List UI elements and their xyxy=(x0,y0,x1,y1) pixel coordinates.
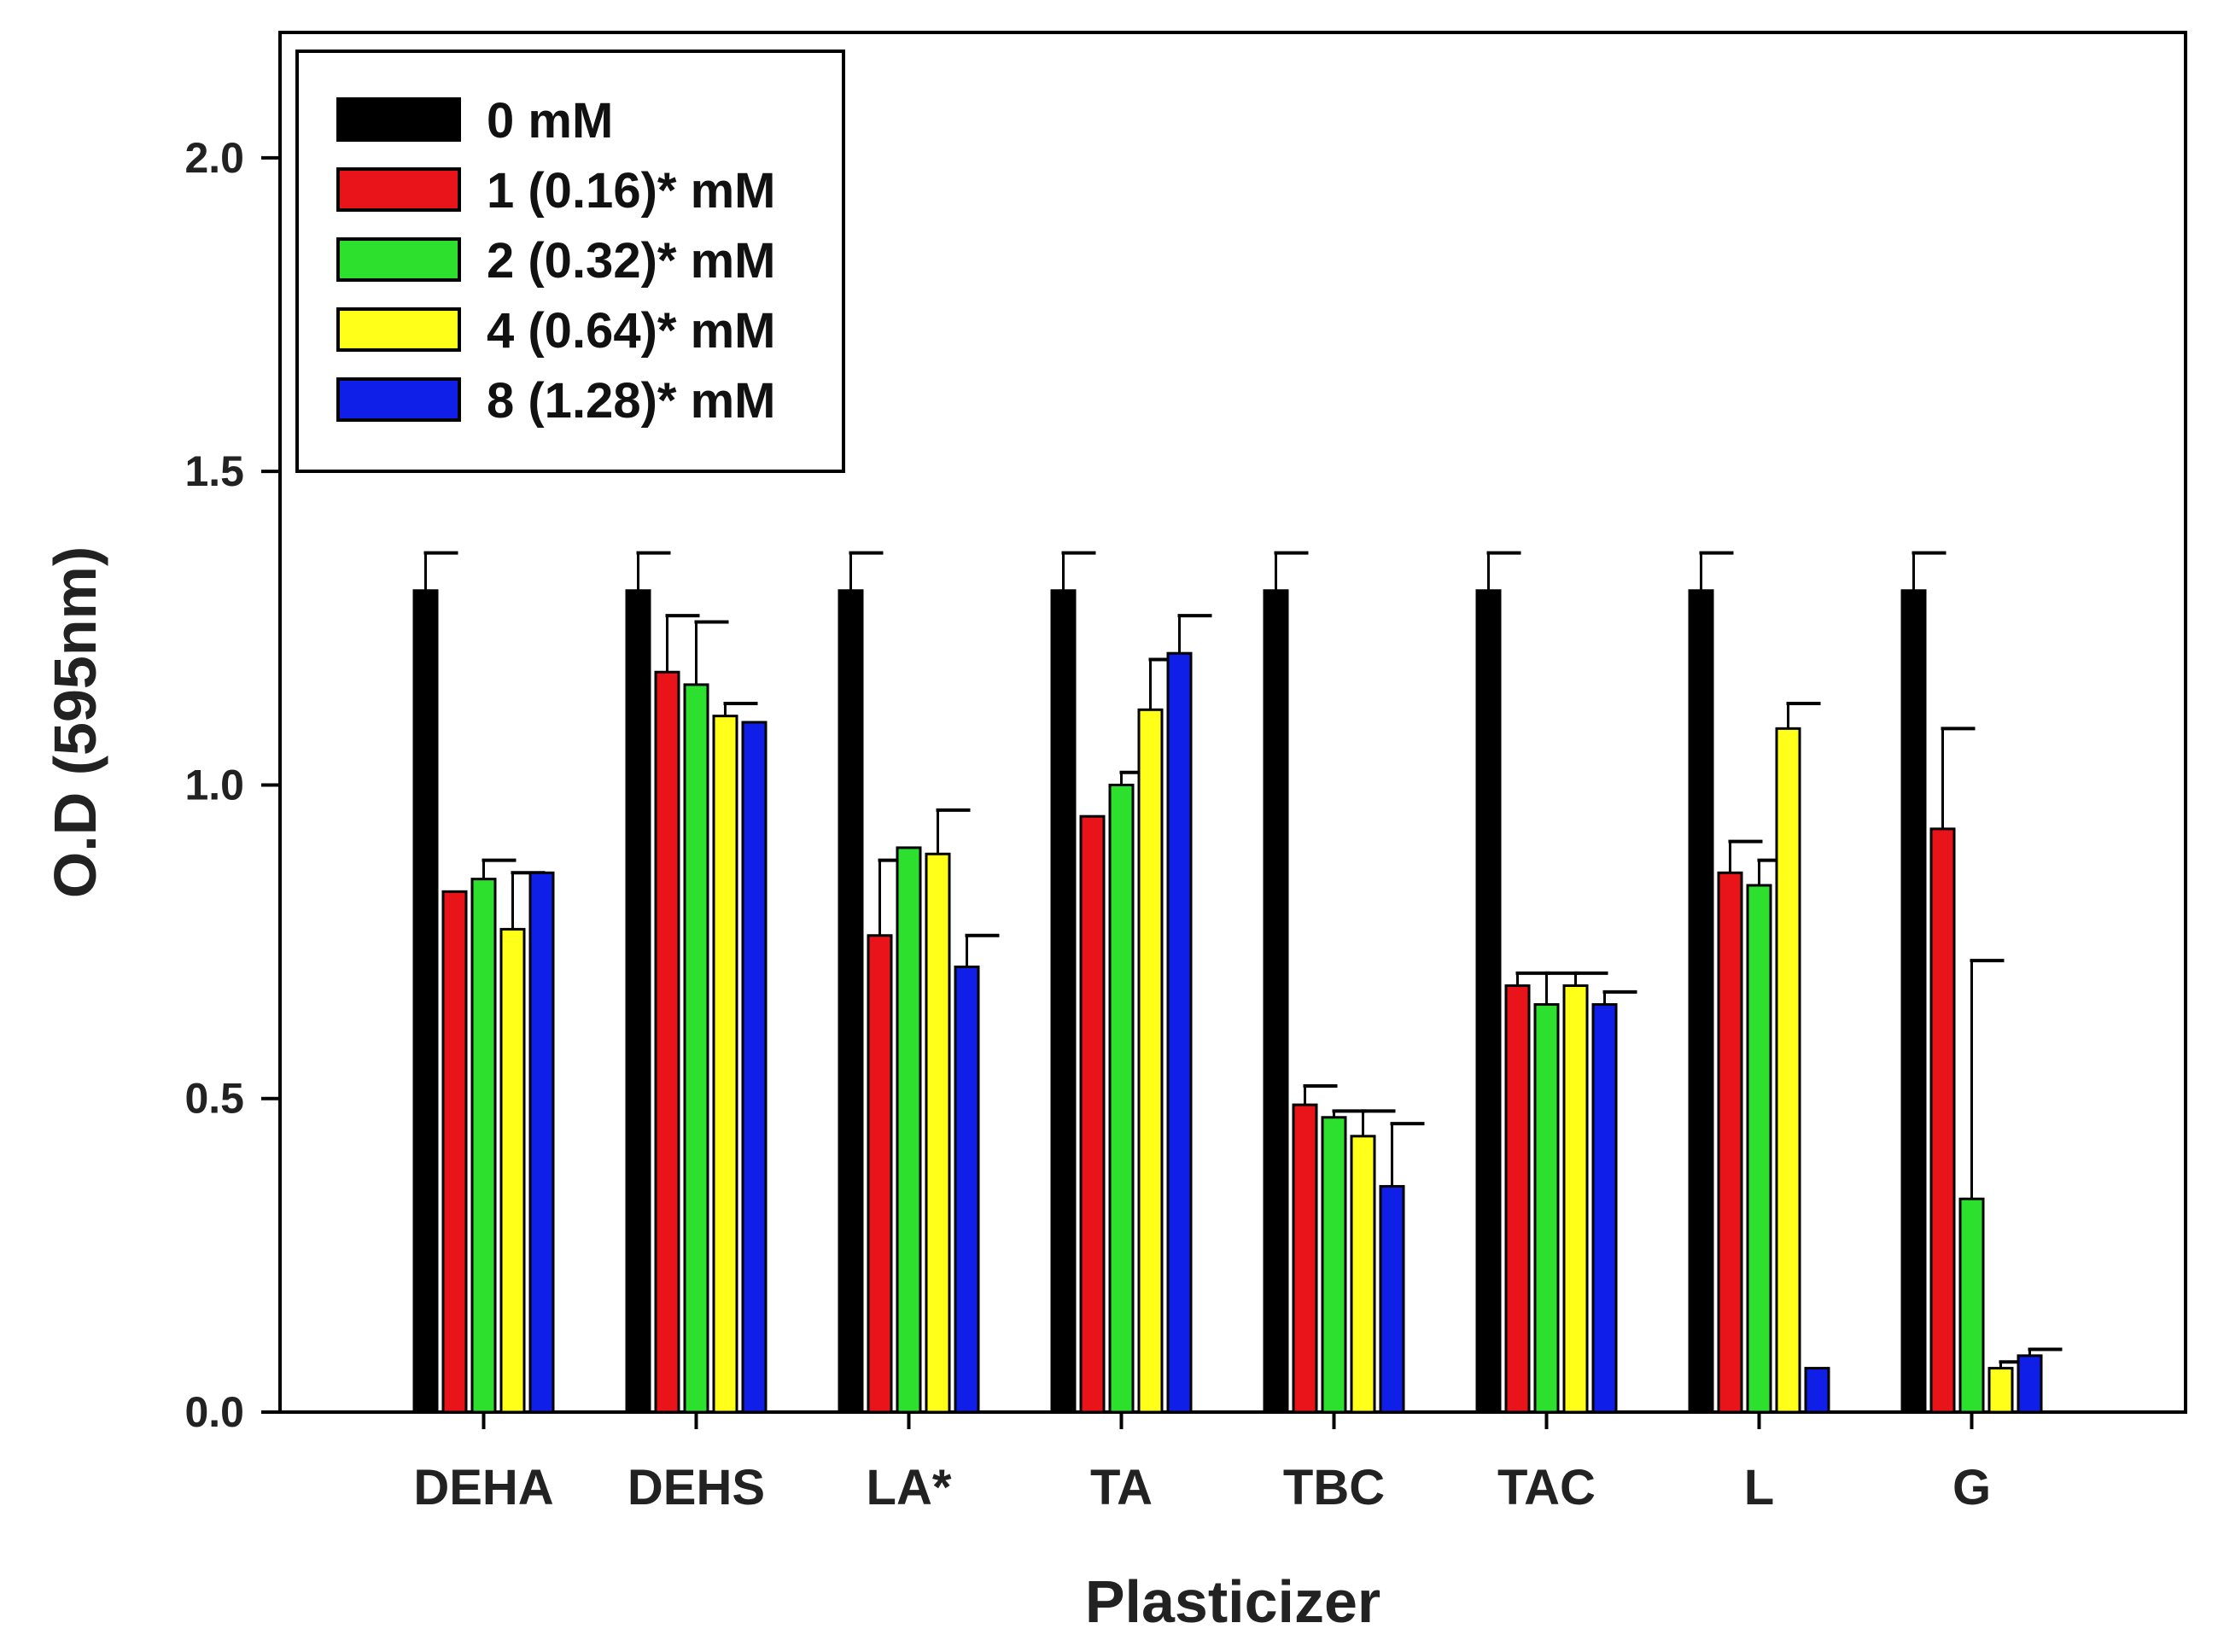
bar xyxy=(925,852,951,1414)
bar xyxy=(1688,589,1714,1414)
legend-swatch xyxy=(336,237,461,282)
bar xyxy=(712,715,738,1414)
x-tick-label: TBC xyxy=(1283,1460,1385,1515)
y-tick-label: 1.0 xyxy=(184,761,244,808)
y-tick-label: 2.0 xyxy=(184,134,244,182)
legend-label: 8 (1.28)* mM xyxy=(487,373,775,429)
bar xyxy=(654,670,680,1414)
legend-label: 0 mM xyxy=(487,93,613,149)
bar xyxy=(896,846,922,1414)
bar xyxy=(1504,984,1531,1414)
bar xyxy=(1717,871,1743,1414)
legend-label: 2 (0.32)* mM xyxy=(487,233,775,289)
x-tick-label: LA* xyxy=(867,1460,952,1515)
bar xyxy=(1137,708,1164,1414)
y-tick-label: 1.5 xyxy=(184,447,244,495)
bar xyxy=(1900,589,1927,1414)
y-tick-label: 0.5 xyxy=(184,1075,244,1123)
bar xyxy=(441,890,468,1414)
legend-swatch xyxy=(336,167,461,212)
bar xyxy=(470,878,497,1414)
y-tick-label: 0.0 xyxy=(184,1388,244,1436)
bar xyxy=(1263,589,1289,1414)
bar xyxy=(1562,984,1589,1414)
bar xyxy=(1746,884,1772,1414)
legend-swatch xyxy=(336,377,461,422)
x-tick-label: DEHA xyxy=(413,1460,553,1515)
x-tick-label: L xyxy=(1744,1460,1774,1515)
bar xyxy=(1958,1197,1985,1414)
x-axis-title: Plasticizer xyxy=(1085,1568,1380,1635)
x-tick-label: TAC xyxy=(1497,1460,1596,1515)
bar-series-group xyxy=(412,551,2063,1414)
legend-swatch xyxy=(336,307,461,352)
plot-frame xyxy=(278,31,2187,1414)
bar xyxy=(1108,783,1135,1414)
x-axis: DEHA DEHS LA* TA TBC TAC L G xyxy=(413,1412,1991,1515)
x-tick-label: DEHS xyxy=(627,1460,765,1515)
y-axis-title: O.D (595nm) xyxy=(42,546,108,898)
bar xyxy=(683,683,709,1414)
bar xyxy=(1804,1367,1830,1414)
bar xyxy=(1379,1185,1405,1414)
legend: 0 mM 1 (0.16)* mM 2 (0.32)* mM 4 (0.64)* mM… xyxy=(295,50,845,473)
bar xyxy=(867,934,893,1414)
legend-label: 4 (0.64)* mM xyxy=(487,303,775,359)
bar xyxy=(1079,814,1106,1414)
legend-swatch xyxy=(336,97,461,142)
bar xyxy=(954,965,980,1414)
bar xyxy=(412,589,439,1414)
bar xyxy=(1292,1103,1318,1414)
bar xyxy=(1987,1367,2014,1414)
x-tick-label: TA xyxy=(1090,1460,1153,1515)
bar xyxy=(499,927,526,1414)
bar xyxy=(838,589,864,1414)
bar xyxy=(528,871,555,1414)
bar xyxy=(1591,1003,1618,1414)
x-tick-label: G xyxy=(1952,1460,1991,1515)
legend-label: 1 (0.16)* mM xyxy=(487,163,775,219)
bar xyxy=(2017,1354,2043,1414)
bar xyxy=(1929,827,1956,1414)
bar xyxy=(1321,1116,1347,1414)
bar xyxy=(1050,589,1077,1414)
bar xyxy=(1775,727,1801,1414)
y-axis: 0.0 0.5 1.0 1.5 2.0 xyxy=(184,134,280,1436)
bar xyxy=(741,721,768,1414)
bar xyxy=(1350,1135,1376,1414)
bar xyxy=(1166,651,1193,1414)
bar xyxy=(1533,1003,1560,1414)
bar xyxy=(625,589,651,1414)
bar xyxy=(1475,589,1502,1414)
